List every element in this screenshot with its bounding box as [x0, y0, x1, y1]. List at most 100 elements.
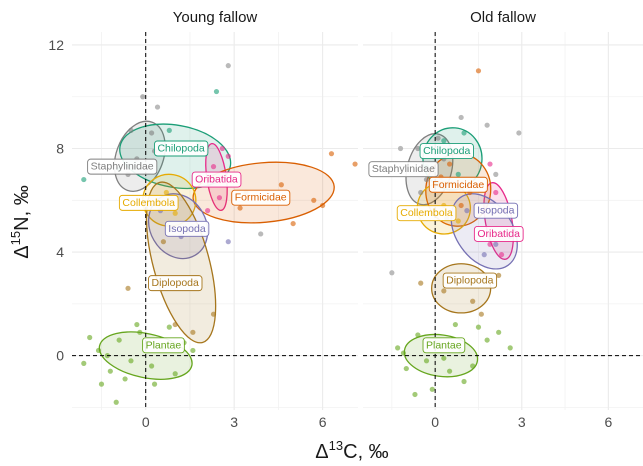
data-point-unassigned: [154, 104, 161, 110]
data-point-plantae: [475, 324, 482, 330]
data-point-staphylinidae: [435, 135, 441, 141]
group-label-text: Oribatida: [195, 174, 238, 186]
group-label-diplopoda: Diplopoda: [148, 275, 203, 292]
data-point-formicidae: [458, 202, 464, 209]
group-label-chilopoda: Chilopoda: [419, 143, 474, 160]
data-point-plantae: [172, 371, 178, 377]
group-label-isopoda: Isopoda: [164, 220, 210, 237]
y-tick-label: 0: [56, 348, 64, 364]
data-point-oribatida: [493, 189, 499, 196]
data-point-plantae: [190, 347, 196, 354]
data-point-diplopoda: [160, 239, 167, 245]
data-point-formicidae: [446, 161, 453, 167]
data-point-plantae: [81, 360, 87, 366]
data-point-diplopoda: [125, 285, 131, 291]
group-label-text: Collembola: [400, 207, 453, 219]
data-point-plantae: [122, 376, 128, 382]
facet-title-old-fallow: Old fallow: [470, 9, 536, 26]
group-label-box: [153, 140, 209, 157]
data-point-staphylinidae: [415, 145, 421, 152]
data-point-oribatida: [487, 161, 493, 167]
group-label-text: Diplopoda: [152, 277, 199, 289]
data-point-plantae: [446, 368, 453, 374]
data-point-oribatida: [205, 208, 211, 214]
data-point-formicidae: [311, 197, 317, 203]
data-point-plantae: [98, 381, 105, 387]
data-point-staphylinidae: [423, 176, 430, 183]
panel-old-fallow: Staphylinidae Chilopoda Oribatida Formicida…: [363, 32, 643, 410]
data-point-plantae: [441, 355, 447, 361]
data-point-collembola: [163, 189, 169, 196]
group-label-chilopoda: Chilopoda: [153, 140, 209, 157]
group-label-box: [87, 158, 158, 175]
group-label-box: [422, 337, 466, 354]
y-axis-title: Δ15N, ‰: [8, 185, 33, 258]
group-label-text: Formicidae: [235, 192, 287, 204]
data-point-plantae: [137, 329, 143, 335]
data-point-diplopoda: [441, 288, 447, 294]
data-point-plantae: [507, 345, 513, 351]
data-point-isopoda: [493, 241, 499, 247]
data-point-isopoda: [225, 239, 231, 245]
y-tick-label: 12: [48, 37, 64, 53]
data-point-formicidae: [237, 205, 243, 211]
x-tick-label: 0: [431, 414, 439, 430]
data-point-plantae: [423, 358, 430, 364]
data-point-staphylinidae: [140, 94, 146, 100]
data-point-oribatida: [498, 252, 505, 258]
group-label-box: [118, 194, 179, 211]
group-label-oribatida: Oribatida: [473, 225, 524, 242]
data-point-plantae: [412, 391, 418, 398]
data-point-formicidae: [290, 220, 296, 227]
group-label-plantae: Plantae: [142, 337, 185, 354]
group-label-text: Isopoda: [477, 205, 515, 217]
group-label-text: Staphylinidae: [372, 163, 435, 175]
data-point-unassigned: [516, 130, 522, 136]
data-point-staphylinidae: [418, 189, 424, 196]
group-label-staphylinidae: Staphylinidae: [87, 158, 158, 175]
group-label-text: Plantae: [146, 339, 182, 351]
group-label-oribatida: Oribatida: [191, 171, 242, 188]
group-label-text: Oribatida: [477, 228, 520, 240]
data-point-plantae: [128, 358, 134, 364]
data-point-plantae: [113, 399, 119, 405]
group-label-box: [473, 202, 519, 219]
group-label-box: [231, 189, 291, 206]
data-point-formicidae: [278, 182, 284, 188]
group-label-box: [419, 143, 474, 160]
data-point-plantae: [116, 337, 122, 343]
x-tick-label: 0: [142, 414, 150, 430]
data-point-plantae: [484, 337, 490, 343]
x-tick-label: 6: [319, 414, 327, 430]
data-point-plantae: [403, 365, 409, 372]
data-point-diplopoda: [470, 298, 476, 304]
x-tick-label: 6: [604, 414, 612, 430]
data-point-unassigned: [389, 270, 395, 276]
group-label-staphylinidae: Staphylinidae: [368, 161, 439, 178]
group-label-isopoda: Isopoda: [473, 202, 519, 219]
x-tick-label: 3: [230, 414, 238, 430]
data-point-plantae: [452, 321, 458, 328]
data-point-plantae: [149, 363, 155, 369]
group-label-box: [191, 171, 242, 188]
group-label-box: [142, 337, 185, 354]
data-point-plantae: [429, 386, 435, 392]
group-label-box: [473, 225, 524, 242]
data-point-unassigned: [493, 171, 499, 177]
panel-young-fallow: Staphylinidae Chilopoda Oribatida Formicida…: [72, 32, 358, 410]
data-point-chilopoda: [166, 127, 172, 133]
data-point-formicidae: [475, 68, 482, 74]
data-point-formicidae: [352, 161, 358, 167]
data-point-unassigned: [458, 114, 464, 121]
group-label-text: Chilopoda: [157, 143, 204, 155]
group-label-box: [164, 220, 210, 237]
group-label-text: Diplopoda: [446, 275, 493, 287]
data-point-oribatida: [216, 195, 223, 201]
group-label-box: [148, 275, 203, 292]
y-tick-label: 4: [56, 244, 64, 260]
group-label-collembola: Collembola: [396, 205, 457, 222]
x-tick-label: 3: [518, 414, 526, 430]
data-point-chilopoda: [81, 176, 87, 183]
facet-title-young-fallow: Young fallow: [173, 9, 258, 26]
data-point-isopoda: [464, 208, 470, 214]
